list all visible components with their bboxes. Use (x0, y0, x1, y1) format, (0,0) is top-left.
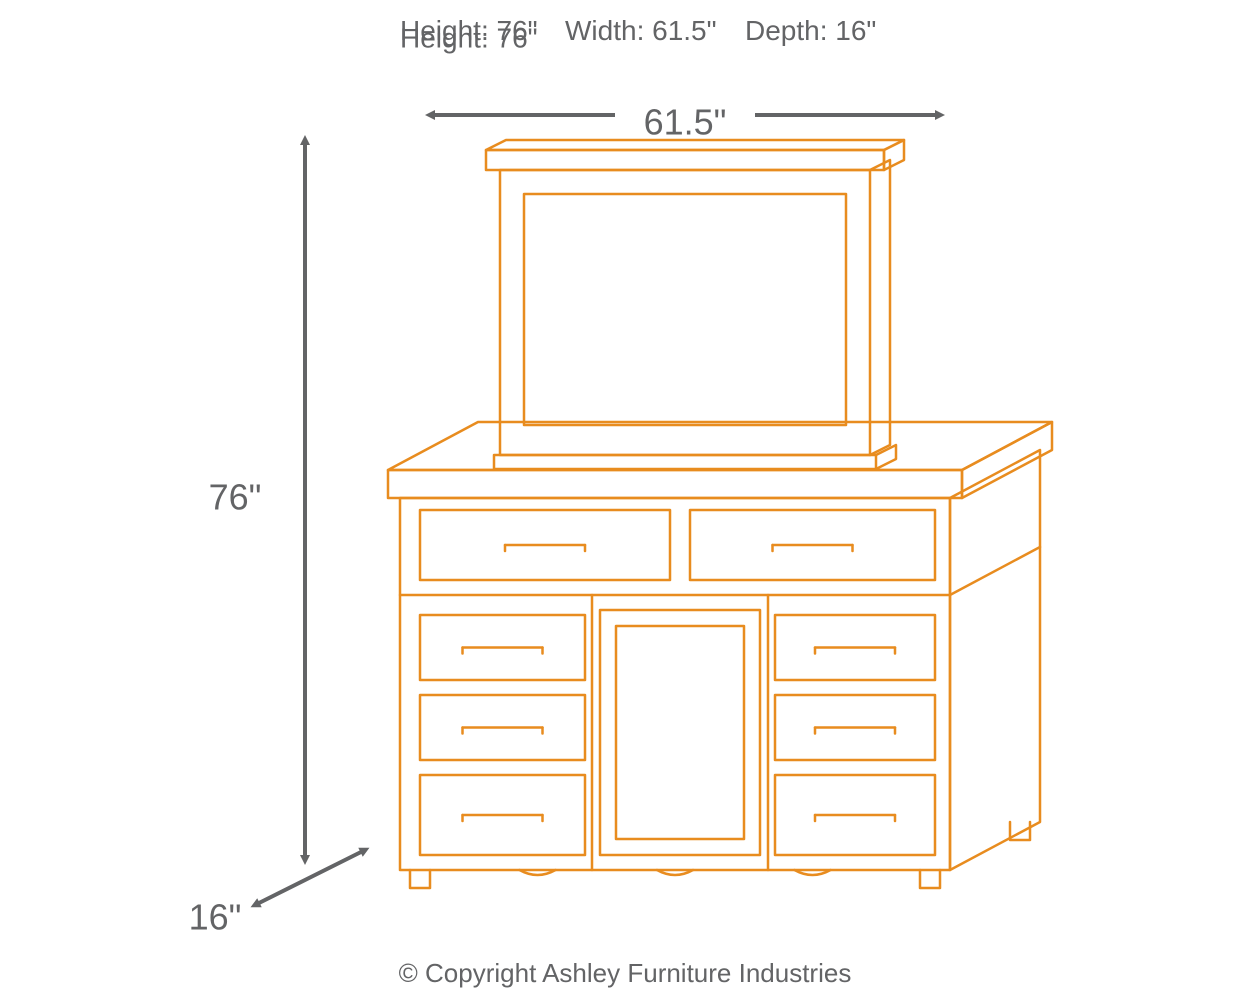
header-depth: Depth: 16" (745, 15, 876, 46)
dimension-width-label: 61.5" (644, 102, 727, 143)
copyright-text: © Copyright Ashley Furniture Industries (399, 958, 852, 988)
header-width: Width: 61.5" (565, 15, 717, 46)
dimension-depth-label: 16" (189, 897, 242, 938)
furniture-drawing (388, 140, 1052, 888)
header-height: Height: 76" (400, 22, 538, 53)
dimension-height-label: 76" (209, 477, 262, 518)
